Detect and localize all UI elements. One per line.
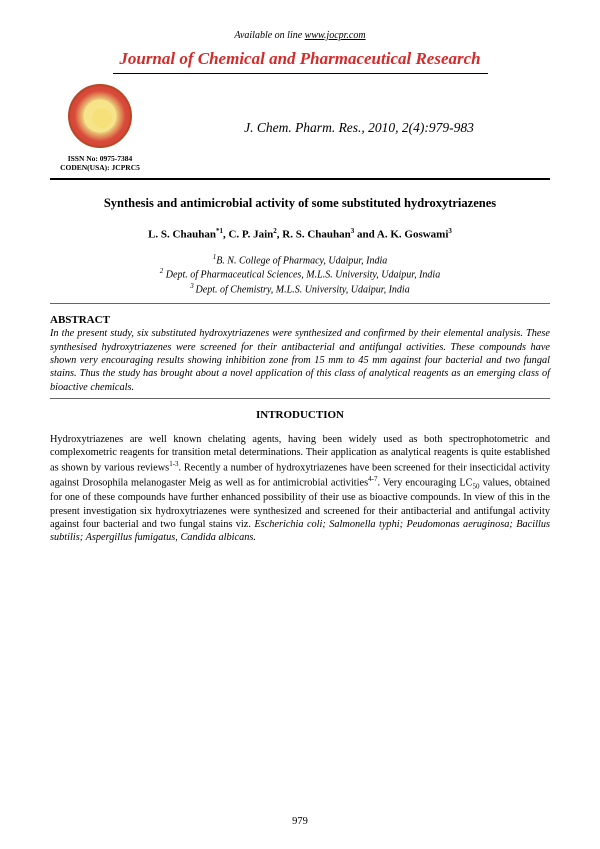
citation-text: J. Chem. Pharm. Res., 2010, 2(4):979-983 [168, 120, 550, 136]
abstract-heading: ABSTRACT [50, 314, 550, 326]
introduction-body: Hydroxytriazenes are well known chelatin… [50, 433, 550, 545]
available-prefix: Available on line [234, 30, 304, 41]
abstract-body: In the present study, six substituted hy… [50, 327, 550, 394]
coden-text: CODEN(USA): JCPRC5 [60, 163, 140, 172]
divider-thick [50, 178, 550, 180]
affiliation-3: 3 Dept. of Chemistry, M.L.S. University,… [50, 282, 550, 297]
citation-column: J. Chem. Pharm. Res., 2010, 2(4):979-983 [168, 120, 550, 136]
paper-title: Synthesis and antimicrobial activity of … [50, 196, 550, 211]
issn-text: ISSN No: 0975-7384 [68, 154, 133, 163]
affiliation-1: 1B. N. College of Pharmacy, Udaipur, Ind… [50, 253, 550, 268]
divider-below-abstract [50, 398, 550, 399]
page-number: 979 [0, 816, 600, 827]
intro-part3: . Very encouraging LC [377, 477, 472, 488]
available-online-line: Available on line www.jocpr.com [50, 30, 550, 41]
header-row: ISSN No: 0975-7384 CODEN(USA): JCPRC5 J.… [50, 84, 550, 172]
journal-logo-icon [68, 84, 132, 148]
authors-line: L. S. Chauhan*1, C. P. Jain2, R. S. Chau… [50, 227, 550, 241]
divider-above-abstract [50, 303, 550, 304]
affiliation-2: 2 Dept. of Pharmaceutical Sciences, M.L.… [50, 267, 550, 282]
journal-title: Journal of Chemical and Pharmaceutical R… [50, 49, 550, 69]
journal-site-link[interactable]: www.jocpr.com [305, 30, 366, 41]
affiliations-block: 1B. N. College of Pharmacy, Udaipur, Ind… [50, 253, 550, 297]
intro-ref1: 1-3 [169, 460, 178, 468]
divider-top [113, 73, 488, 74]
logo-column: ISSN No: 0975-7384 CODEN(USA): JCPRC5 [50, 84, 150, 172]
introduction-heading: INTRODUCTION [50, 409, 550, 421]
intro-sub50: 50 [473, 482, 480, 490]
